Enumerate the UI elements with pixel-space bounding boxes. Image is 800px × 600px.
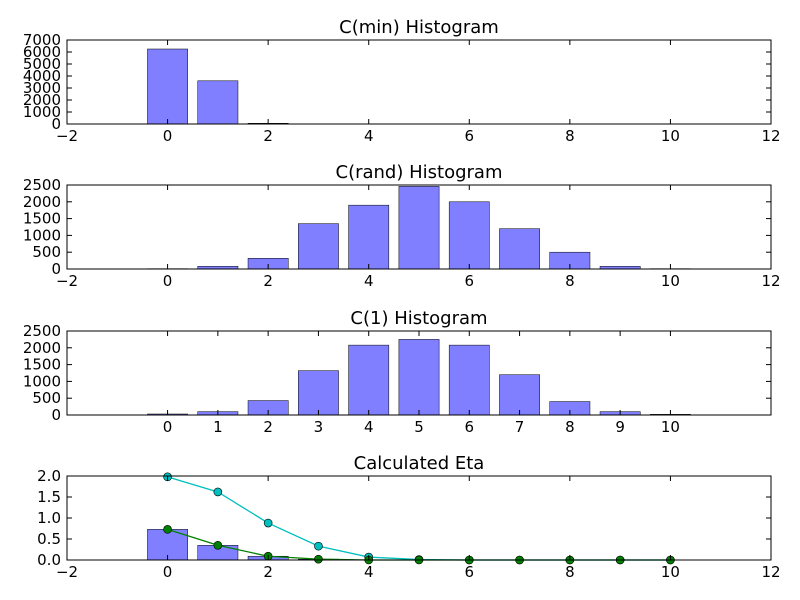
y-tick-label: 500 [32, 389, 61, 407]
x-tick-label: 12 [761, 563, 780, 581]
chart-title: C(1) Histogram [350, 308, 487, 329]
x-tick-label: 3 [314, 418, 324, 436]
y-tick-label: 1.0 [37, 509, 61, 527]
chart-title: C(rand) Histogram [336, 162, 503, 183]
x-tick-label: 4 [364, 418, 374, 436]
y-tick-label: 7000 [23, 31, 61, 49]
chart-title: C(min) Histogram [339, 17, 499, 38]
subplot-2: C(rand) Histogram−2 0 2 4 6 8 10 12050010001500… [23, 162, 781, 290]
y-tick-label: 1000 [23, 226, 61, 244]
y-tick-label: 6000 [23, 43, 61, 61]
y-tick-label: 5000 [23, 55, 61, 73]
x-tick-label: 4 [364, 272, 374, 290]
x-tick-label: 4 [364, 127, 374, 145]
x-tick-label: 6 [465, 563, 475, 581]
x-tick-label: 0 [163, 272, 173, 290]
x-tick-label: 12 [761, 272, 780, 290]
x-tick-label: −2 [56, 563, 78, 581]
x-tick-label: 6 [465, 272, 475, 290]
y-tick-label: 2500 [23, 322, 61, 340]
bar-4 [348, 204, 390, 270]
y-tick-label: 4000 [23, 67, 61, 85]
y-tick-label: 0 [51, 406, 61, 424]
x-tick-label: 2 [263, 563, 273, 581]
series-2-point-0 [163, 525, 172, 534]
x-tick-label: 10 [661, 418, 680, 436]
subplot-1: C(min) Histogram−2 0 2 4 6 8 10 120100020003000… [23, 17, 781, 145]
y-tick-label: 2000 [23, 339, 61, 357]
x-tick-label: 7 [515, 418, 525, 436]
x-tick-label: 8 [565, 418, 575, 436]
subplot-4: Calculated Eta −2 0 2 4 6 8 10 12 0.0 0.5 1.0 1.5 2.0 [37, 453, 780, 581]
bar-6 [448, 344, 490, 416]
y-tick-label: 0.5 [37, 530, 61, 548]
series-2-point-3 [314, 554, 323, 564]
bar-5 [398, 186, 440, 270]
x-tick-label: 1 [213, 418, 223, 436]
series-1-point-1 [213, 487, 223, 497]
x-tick-label: −2 [56, 127, 78, 145]
x-tick-label: 9 [615, 418, 625, 436]
bar-0 [147, 529, 188, 561]
bar-6 [448, 201, 490, 270]
y-tick-label: 0 [51, 115, 61, 133]
x-tick-label: 0 [163, 418, 173, 436]
y-tick-label: 3000 [23, 79, 61, 97]
x-tick-label: 6 [465, 127, 475, 145]
bar-5 [398, 339, 440, 416]
x-tick-label: 4 [364, 563, 374, 581]
y-tick-label: 0 [51, 260, 61, 278]
x-tick-label: 10 [661, 127, 680, 145]
y-tick-label: 2.0 [37, 467, 61, 485]
bar-7 [499, 374, 540, 416]
series-line-1 [167, 476, 671, 561]
x-tick-label: 10 [661, 563, 680, 581]
chart-title: Calculated Eta [354, 453, 485, 474]
y-tick-label: 2000 [23, 193, 61, 211]
y-tick-label: 2000 [23, 91, 61, 109]
x-tick-label: 6 [465, 418, 475, 436]
y-tick-label: 1500 [23, 356, 61, 374]
bar-1 [197, 80, 239, 125]
y-tick-label: 1500 [23, 210, 61, 228]
x-tick-label: 2 [263, 272, 273, 290]
series-1-point-3 [314, 541, 323, 551]
y-tick-label: 1.5 [37, 488, 61, 506]
y-tick-label: 2500 [23, 176, 61, 194]
y-tick-label: 500 [32, 243, 61, 261]
x-tick-label: 0 [163, 563, 173, 581]
bar-0 [147, 48, 188, 125]
bar-3 [298, 370, 339, 416]
x-tick-label: 8 [565, 563, 575, 581]
series-1-point-2 [263, 518, 273, 528]
bar-7 [499, 228, 540, 270]
x-tick-label: 8 [565, 127, 575, 145]
x-tick-label: 2 [263, 127, 273, 145]
x-tick-label: −2 [56, 272, 78, 290]
series-2-point-1 [213, 540, 223, 550]
axes-frame [66, 39, 772, 125]
y-tick-label: 1000 [23, 372, 61, 390]
x-tick-label: 10 [661, 272, 680, 290]
x-tick-label: 12 [761, 127, 780, 145]
axes-frame [66, 184, 772, 270]
bar-3 [298, 223, 339, 270]
x-tick-label: 0 [163, 127, 173, 145]
y-tick-label: 1000 [23, 103, 61, 121]
x-tick-label: 2 [263, 418, 273, 436]
y-tick-label: 0.0 [37, 551, 61, 569]
bar-4 [348, 344, 390, 416]
x-tick-label: 8 [565, 272, 575, 290]
x-tick-label: 5 [414, 418, 424, 436]
